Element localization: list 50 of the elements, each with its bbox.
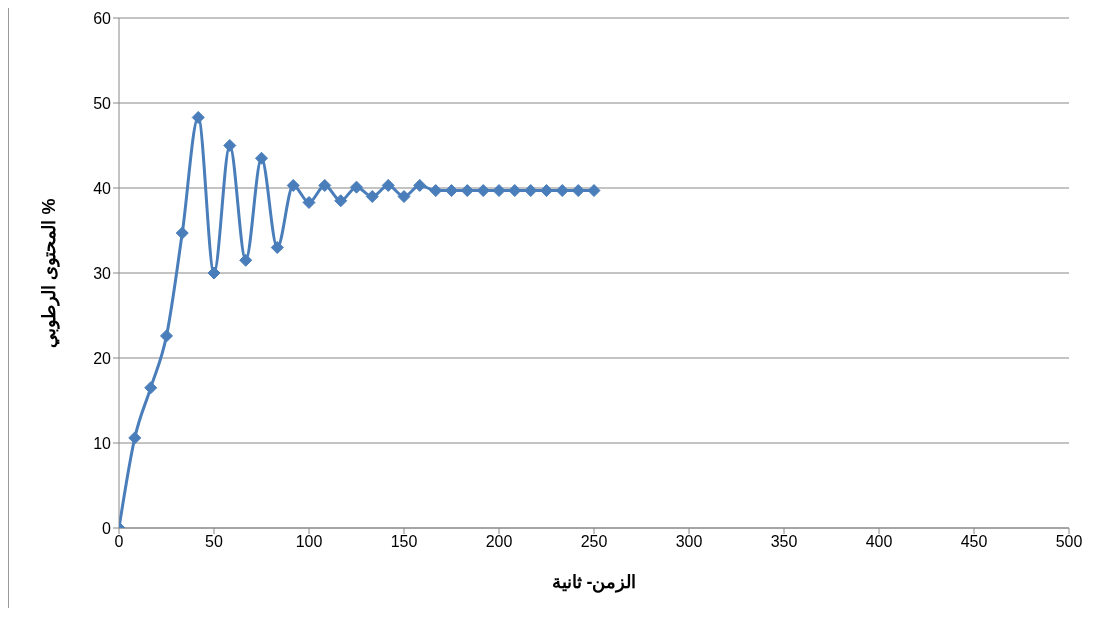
point [397, 190, 411, 203]
x-tick-label: 200 [485, 533, 513, 551]
point [587, 184, 601, 198]
point [429, 184, 443, 198]
point [128, 431, 142, 445]
x-tick-label: 300 [675, 533, 703, 551]
point [318, 178, 332, 192]
point [334, 194, 348, 208]
point [524, 184, 538, 198]
point [255, 151, 268, 165]
point [191, 110, 205, 124]
point [460, 184, 474, 198]
point [270, 241, 284, 254]
point [302, 195, 316, 209]
x-tick-label: 0 [114, 533, 124, 551]
point [571, 184, 585, 198]
point [540, 184, 553, 198]
x-tick-label: 400 [865, 533, 893, 551]
x-tick-label: 100 [295, 533, 323, 551]
point [144, 381, 158, 395]
point [555, 184, 569, 198]
y-tick-label: 40 [93, 179, 112, 197]
x-tick-label: 50 [205, 533, 223, 551]
point [286, 178, 300, 192]
point [476, 184, 490, 198]
x-tick-label: 450 [960, 533, 988, 551]
point [239, 253, 253, 267]
x-tick-label: 500 [1055, 533, 1083, 551]
point [508, 184, 522, 198]
y-tick-label: 20 [93, 349, 112, 367]
point [413, 178, 427, 192]
x-tick-label: 150 [390, 533, 418, 551]
point [445, 184, 458, 198]
point [175, 226, 189, 240]
point [365, 190, 379, 203]
point [223, 139, 237, 152]
y-tick-label: 10 [93, 434, 112, 452]
point [350, 180, 363, 194]
y-axis-title: المحتوى الرطوبي % [39, 198, 61, 348]
y-tick-label: 0 [102, 519, 112, 537]
y-tick-label: 30 [93, 264, 112, 282]
point [381, 178, 395, 192]
point [160, 329, 173, 343]
y-tick-label: 60 [93, 9, 112, 27]
point [207, 266, 221, 280]
x-tick-label: 250 [580, 533, 608, 551]
y-tick-label: 50 [93, 94, 112, 112]
x-axis-title: الزمن- ثانية [551, 572, 637, 593]
x-tick-label: 350 [770, 533, 798, 551]
point [492, 184, 506, 198]
